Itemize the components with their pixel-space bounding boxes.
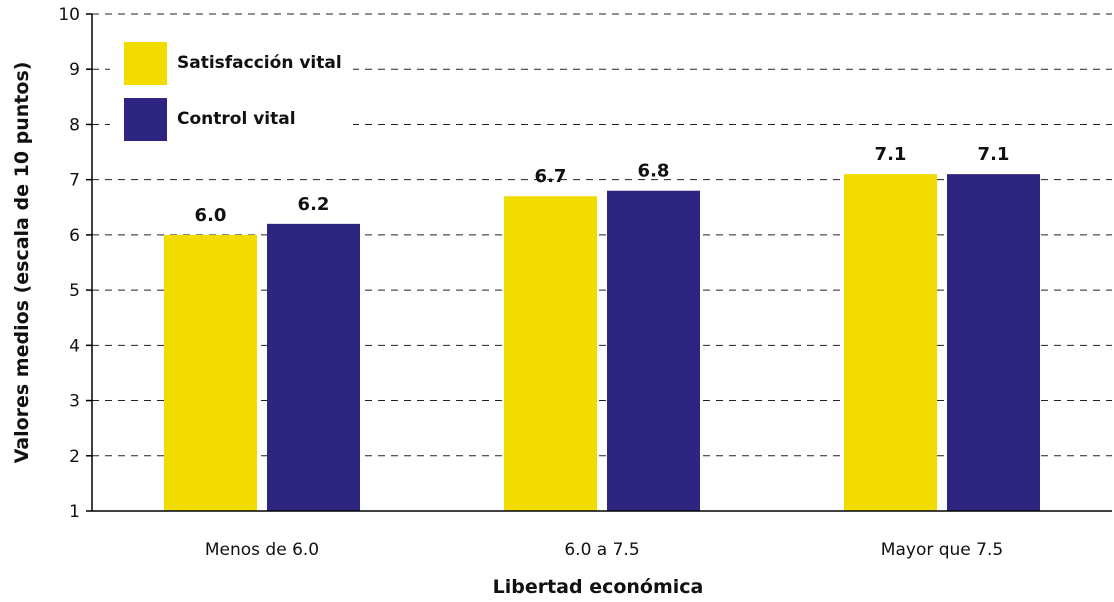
y-tick-label: 5 — [69, 281, 80, 301]
y-tick-label: 7 — [69, 171, 80, 191]
y-axis-title: Valores medios (escala de 10 puntos) — [11, 62, 33, 464]
x-tick-label: Menos de 6.0 — [205, 540, 319, 560]
bar — [844, 174, 937, 511]
x-tick-labels: Menos de 6.0 6.0 a 7.5 Mayor que 7.5 — [205, 540, 1003, 560]
x-tick-label: 6.0 a 7.5 — [564, 540, 639, 560]
y-tick-label: 4 — [69, 336, 80, 356]
bar — [504, 196, 597, 511]
axes — [91, 14, 1112, 512]
value-labels: 6.0 6.2 6.7 6.8 7.1 7.1 — [195, 144, 1010, 226]
legend-swatch — [124, 42, 167, 85]
bar — [947, 174, 1040, 511]
value-label: 6.8 — [638, 161, 670, 182]
bars — [164, 174, 1040, 511]
legend: Satisfacción vital Control vital — [110, 34, 353, 141]
value-label: 6.0 — [195, 205, 227, 226]
legend-label: Satisfacción vital — [177, 53, 342, 73]
y-tick-label: 10 — [58, 5, 80, 25]
bar — [164, 234, 257, 511]
legend-swatch — [124, 98, 167, 141]
y-tick-labels: 1 2 3 4 5 6 7 8 9 10 — [58, 5, 92, 522]
value-label: 6.2 — [298, 194, 330, 215]
y-tick-label: 6 — [69, 226, 80, 246]
y-tick-label: 1 — [69, 502, 80, 522]
y-tick-label: 9 — [69, 60, 80, 80]
value-label: 7.1 — [875, 144, 907, 165]
bar — [267, 223, 360, 511]
legend-label: Control vital — [177, 109, 296, 129]
y-tick-label: 2 — [69, 447, 80, 467]
y-tick-label: 8 — [69, 115, 80, 135]
x-tick-label: Mayor que 7.5 — [881, 540, 1003, 560]
value-label: 6.7 — [535, 166, 567, 187]
bar — [607, 190, 700, 511]
value-label: 7.1 — [978, 144, 1010, 165]
y-tick-label: 3 — [69, 392, 80, 412]
x-axis-title: Libertad económica — [493, 576, 704, 598]
